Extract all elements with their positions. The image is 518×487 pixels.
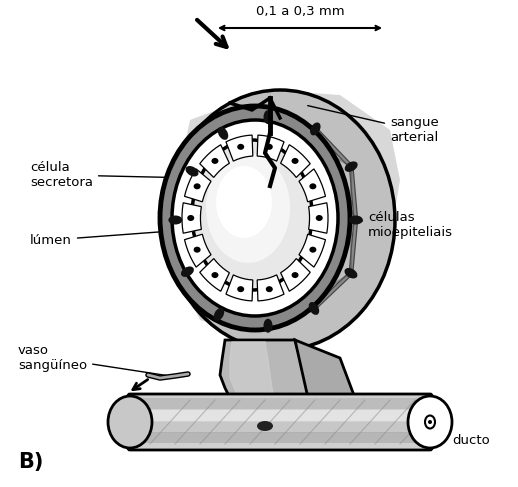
Polygon shape (281, 259, 310, 291)
Polygon shape (295, 340, 355, 398)
Ellipse shape (292, 272, 298, 278)
Ellipse shape (160, 106, 350, 330)
Text: 0,1 a 0,3 mm: 0,1 a 0,3 mm (256, 5, 344, 18)
Ellipse shape (185, 166, 198, 176)
Text: lúmen: lúmen (30, 228, 209, 246)
Ellipse shape (192, 140, 312, 290)
FancyBboxPatch shape (128, 394, 432, 450)
Text: ducto: ducto (435, 429, 490, 447)
Ellipse shape (206, 153, 290, 263)
Ellipse shape (172, 120, 338, 316)
Ellipse shape (344, 268, 357, 279)
Polygon shape (200, 145, 229, 177)
Polygon shape (257, 135, 284, 161)
Text: células
mioepiteliais: células mioepiteliais (355, 211, 453, 239)
Ellipse shape (309, 183, 316, 189)
Ellipse shape (168, 216, 182, 225)
Ellipse shape (257, 421, 273, 431)
Text: sangue
arterial: sangue arterial (308, 106, 439, 144)
Polygon shape (309, 203, 328, 233)
Ellipse shape (266, 144, 273, 150)
Polygon shape (257, 275, 284, 301)
Ellipse shape (218, 127, 228, 140)
Polygon shape (175, 90, 400, 340)
Text: célula
secretora: célula secretora (30, 161, 193, 189)
Polygon shape (182, 203, 202, 233)
Ellipse shape (108, 396, 152, 448)
Ellipse shape (344, 161, 357, 172)
Polygon shape (299, 169, 325, 202)
Ellipse shape (264, 110, 272, 124)
Ellipse shape (194, 247, 200, 253)
Ellipse shape (264, 318, 272, 333)
Ellipse shape (428, 420, 432, 424)
Ellipse shape (188, 215, 194, 221)
Ellipse shape (237, 144, 244, 150)
Ellipse shape (194, 183, 200, 189)
Ellipse shape (211, 272, 219, 278)
Ellipse shape (165, 90, 395, 350)
Polygon shape (230, 342, 274, 398)
Ellipse shape (349, 216, 363, 225)
Polygon shape (281, 145, 310, 177)
Polygon shape (299, 234, 325, 267)
Polygon shape (184, 169, 211, 202)
Polygon shape (226, 135, 253, 161)
Ellipse shape (216, 166, 272, 238)
FancyBboxPatch shape (134, 432, 426, 443)
Ellipse shape (425, 415, 435, 429)
FancyBboxPatch shape (134, 422, 426, 433)
Ellipse shape (408, 396, 452, 448)
FancyBboxPatch shape (134, 410, 426, 421)
Ellipse shape (211, 158, 219, 164)
FancyBboxPatch shape (134, 398, 426, 409)
Text: vaso
sangüíneo: vaso sangüíneo (18, 344, 167, 375)
Ellipse shape (181, 266, 194, 277)
Polygon shape (200, 259, 229, 291)
Ellipse shape (316, 215, 323, 221)
Ellipse shape (266, 286, 273, 292)
Text: B): B) (18, 452, 44, 472)
Ellipse shape (237, 286, 244, 292)
Ellipse shape (309, 247, 316, 253)
Polygon shape (226, 275, 253, 301)
Ellipse shape (310, 122, 321, 135)
Polygon shape (184, 234, 211, 267)
Ellipse shape (214, 308, 224, 321)
Ellipse shape (292, 158, 298, 164)
Polygon shape (220, 340, 310, 398)
Ellipse shape (309, 302, 319, 315)
